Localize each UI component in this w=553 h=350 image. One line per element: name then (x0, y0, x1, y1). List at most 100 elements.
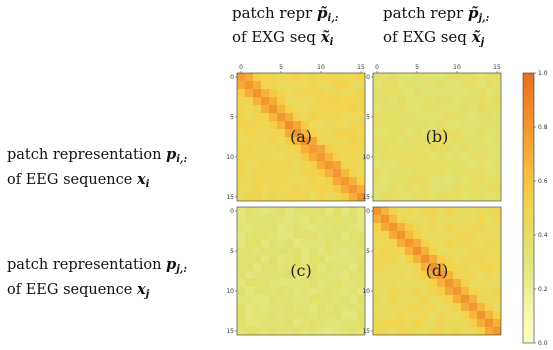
heatmap-cell (477, 247, 485, 255)
heatmap-cell (269, 121, 277, 129)
heatmap-cell (405, 239, 413, 247)
heatmap-cell (413, 279, 421, 287)
heatmap-cell (333, 247, 341, 255)
heatmap-cell (237, 153, 245, 161)
heatmap-cell (421, 121, 429, 129)
heatmap-cell (381, 215, 389, 223)
heatmap-cell (437, 169, 445, 177)
heatmap-cell (261, 105, 269, 113)
heatmap-cell (453, 89, 461, 97)
heatmap-cell (253, 271, 261, 279)
heatmap-cell (469, 137, 477, 145)
heatmap-cell (349, 247, 357, 255)
heatmap-cell (477, 97, 485, 105)
heatmap-cell (341, 231, 349, 239)
panel-frame (236, 72, 366, 202)
heatmap-cell (453, 145, 461, 153)
heatmap-cell (237, 105, 245, 113)
heatmap-cell (253, 81, 261, 89)
heatmap-cell (405, 153, 413, 161)
heatmap-cell (381, 207, 389, 215)
heatmap-cell (325, 137, 333, 145)
heatmap-cell (405, 303, 413, 311)
row-label-2: patch representation pj,: of EEG sequenc… (7, 256, 188, 300)
heatmap-cell (325, 239, 333, 247)
heatmap-cell (285, 89, 293, 97)
heatmap-cell (469, 89, 477, 97)
heatmap-cell (493, 239, 501, 247)
heatmap-cell (285, 193, 293, 201)
heatmap-cell (469, 263, 477, 271)
heatmap-cell (325, 263, 333, 271)
colorbar-tick-label: 1.0 (538, 70, 548, 77)
heatmap-cell (413, 145, 421, 153)
heatmap-cell (237, 185, 245, 193)
heatmap-cell (445, 145, 453, 153)
heatmap-cell (245, 161, 253, 169)
heatmap-cell (293, 223, 301, 231)
heatmap-cell (325, 161, 333, 169)
heatmap-cell (445, 89, 453, 97)
heatmap-cell (437, 215, 445, 223)
heatmap-cell (309, 121, 317, 129)
heatmap-cell (341, 81, 349, 89)
heatmap-cell (405, 129, 413, 137)
heatmap-cell (373, 215, 381, 223)
heatmap-cell (405, 255, 413, 263)
heatmap-cell (277, 193, 285, 201)
heatmap-cell (309, 153, 317, 161)
heatmap-cell (261, 247, 269, 255)
heatmap-cell (437, 287, 445, 295)
heatmap-cell (469, 271, 477, 279)
heatmap-cell (317, 145, 325, 153)
heatmap-cell (341, 327, 349, 335)
heatmap-cell (477, 295, 485, 303)
heatmap-cell (245, 153, 253, 161)
heatmap-cell (301, 287, 309, 295)
heatmap-cell (333, 129, 341, 137)
heatmap-cell (245, 121, 253, 129)
heatmap-cell (485, 129, 493, 137)
heatmap-cell (301, 303, 309, 311)
heatmap-cell (341, 185, 349, 193)
heatmap-cell (317, 271, 325, 279)
heatmap-cell (421, 255, 429, 263)
heatmap-cell (437, 185, 445, 193)
heatmap-cell (437, 311, 445, 319)
heatmap-cell (381, 255, 389, 263)
heatmap-cell (429, 177, 437, 185)
heatmap-cell (301, 319, 309, 327)
heatmap-cell (389, 145, 397, 153)
heatmap-cell (437, 121, 445, 129)
panel-label: (b) (426, 127, 449, 146)
heatmap-cell (293, 137, 301, 145)
y-tick-label: 0 (230, 74, 234, 81)
heatmap-cell (269, 247, 277, 255)
heatmap-cell (357, 97, 365, 105)
heatmap-cell (381, 161, 389, 169)
heatmap-cell (341, 89, 349, 97)
heatmap-cell (421, 137, 429, 145)
heatmap-cell (333, 223, 341, 231)
heatmap-cell (477, 177, 485, 185)
heatmap-cell (421, 153, 429, 161)
heatmap-cell (461, 161, 469, 169)
heatmap-cell (261, 255, 269, 263)
heatmap-cell (381, 287, 389, 295)
heatmap-cell (245, 247, 253, 255)
heatmap-cell (469, 319, 477, 327)
heatmap-cell (333, 97, 341, 105)
heatmap-cell (373, 279, 381, 287)
heatmap-cell (437, 129, 445, 137)
heatmap-cell (405, 89, 413, 97)
y-tick-label: 15 (362, 328, 370, 335)
heatmap-cell (485, 327, 493, 335)
heatmap-cell (389, 223, 397, 231)
heatmap-cell (381, 185, 389, 193)
heatmap-cell (437, 279, 445, 287)
heatmap-cell (389, 327, 397, 335)
heatmap-cell (445, 121, 453, 129)
heatmap-cell (325, 89, 333, 97)
heatmap-cell (301, 177, 309, 185)
heatmap-cell (349, 311, 357, 319)
